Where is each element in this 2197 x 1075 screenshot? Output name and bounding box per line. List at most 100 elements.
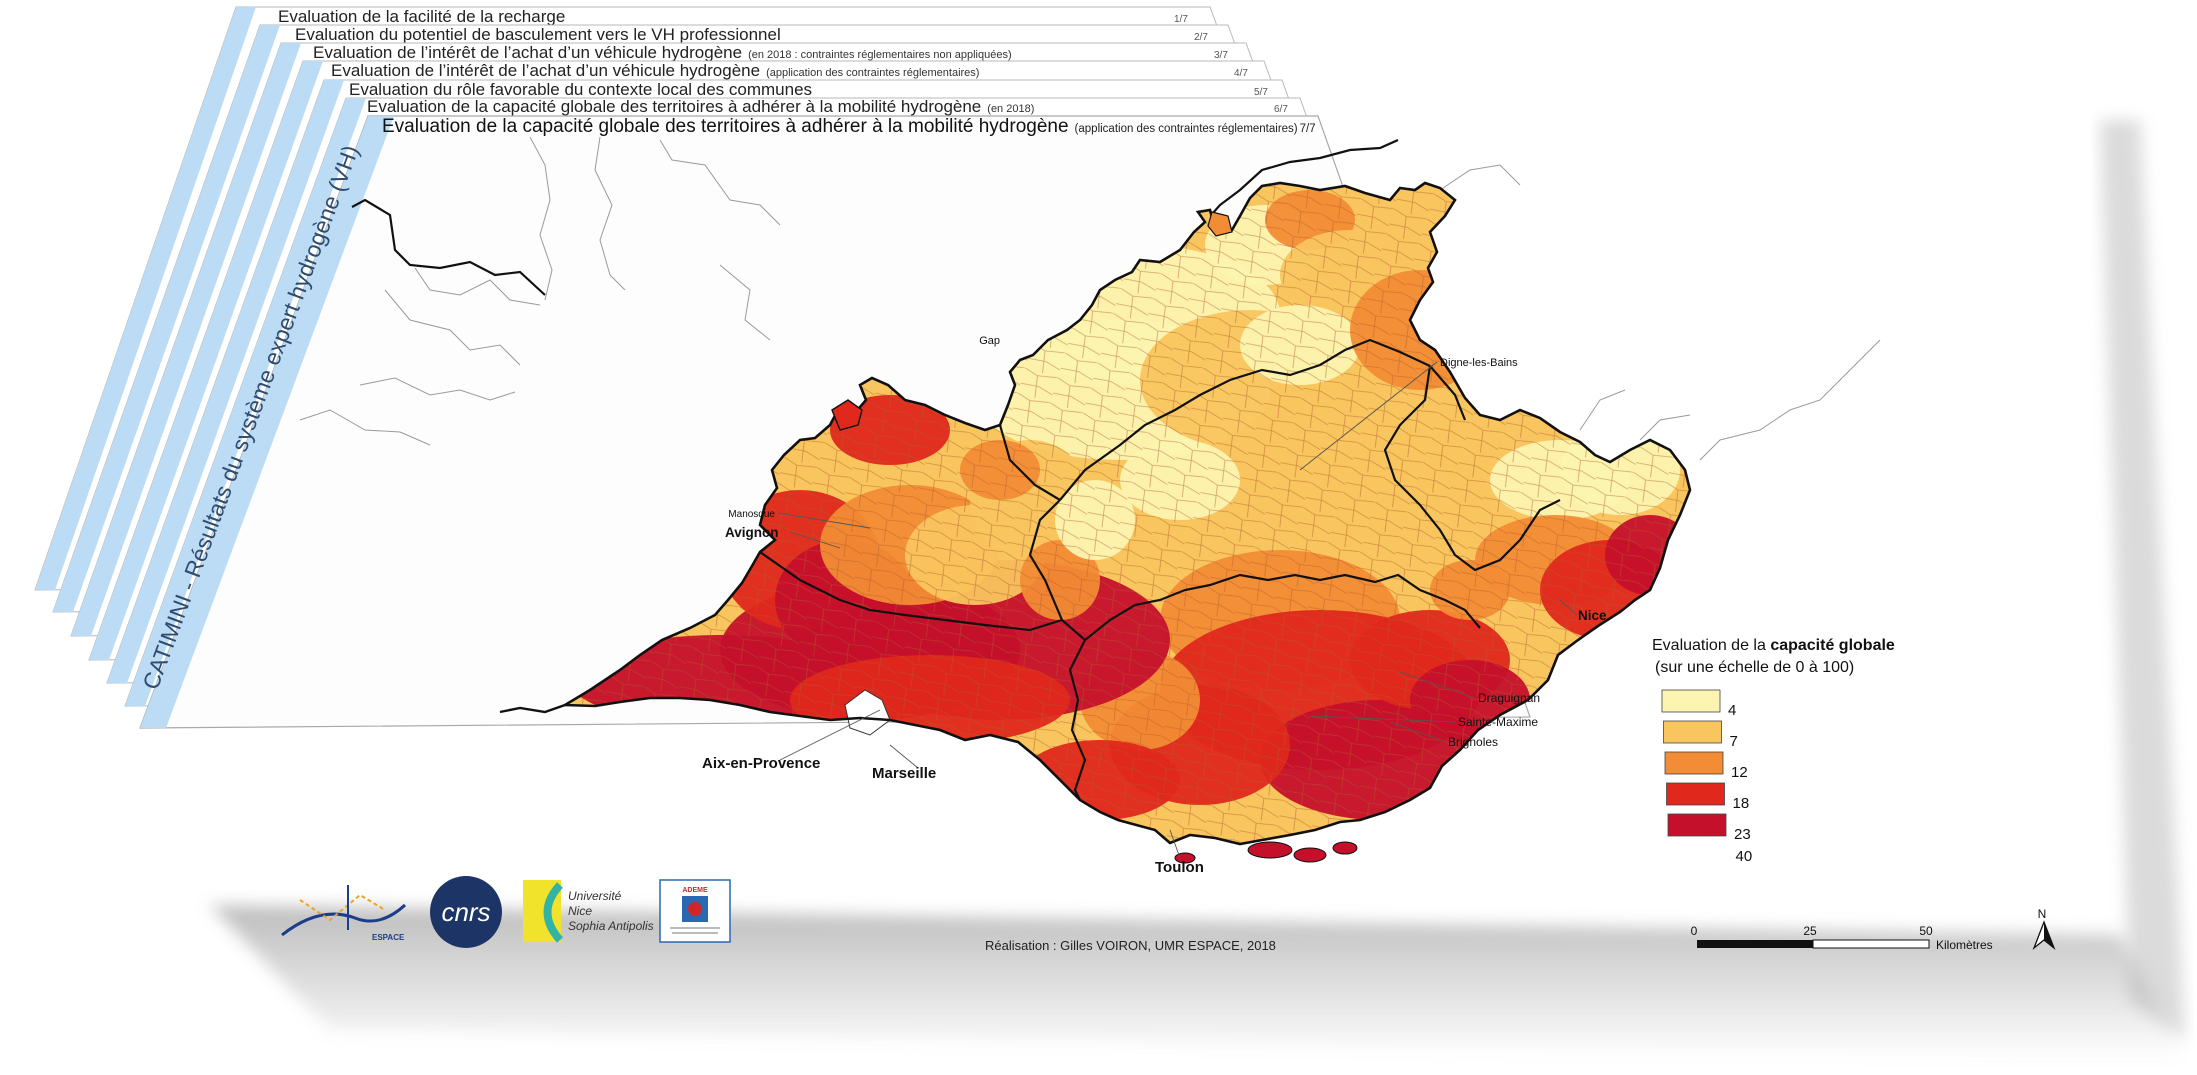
city-leader-line	[779, 709, 881, 761]
sheet-title: Evaluation du potentiel de basculement v…	[295, 25, 781, 44]
city-leader-line	[1299, 361, 1438, 471]
neighbour-boundary	[384, 289, 521, 366]
front-page-number: 7/7	[1300, 123, 1316, 135]
sheet-sidebar-strip	[125, 98, 366, 706]
department-boundary	[1383, 365, 1521, 572]
sheet-subtitle: (en 2018 : contraintes réglementaires no…	[748, 49, 1012, 61]
sheet-sidebar-strip	[89, 61, 323, 660]
legend-swatch	[1666, 782, 1725, 806]
ademe-logo: ADEME	[659, 879, 731, 943]
legend-swatch	[1667, 813, 1727, 837]
department-boundary	[1068, 639, 1087, 801]
cnrs-logo-text: cnrs	[441, 897, 490, 927]
front-subtitle: (application des contraintes réglementai…	[1075, 123, 1298, 135]
neighbour-boundary	[359, 377, 516, 401]
city-leader-line	[889, 744, 919, 769]
map-legend: Evaluation de la capacité globale (sur un…	[1652, 637, 1895, 865]
city-label-avignon: Avignon	[725, 525, 779, 540]
city-label-digne: Digne-les-Bains	[1440, 357, 1518, 369]
neighbour-boundary	[659, 139, 781, 226]
coastline-camargue	[499, 703, 566, 714]
department-boundary	[1059, 338, 1431, 501]
legend-swatch	[1664, 751, 1724, 775]
island	[1332, 841, 1358, 855]
unice-logo-line: Sophia Antipolis	[568, 919, 654, 933]
scale-tick-label: 0	[1691, 924, 1698, 938]
neighbour-boundary	[1439, 164, 1521, 191]
scale-tick-label: 50	[1919, 924, 1933, 938]
stack-shadow	[210, 120, 2185, 1060]
national-border-north	[1204, 138, 1399, 223]
city-leader-line	[1559, 599, 1578, 616]
unice-logo-line: Université	[568, 889, 622, 903]
city-label-aix: Aix-en-Provence	[702, 755, 820, 772]
department-boundary	[998, 424, 1061, 501]
city-label-manosque: Manosque	[728, 509, 775, 520]
city-label-nice: Nice	[1578, 608, 1607, 623]
department-boundary	[1028, 499, 1064, 621]
legend-swatch	[1663, 720, 1722, 744]
front-sheet: CATIMINI - Résultats du système expert h…	[137, 115, 2056, 953]
sheet-subtitle: (application des contraintes réglementai…	[766, 67, 979, 79]
city-leader-line	[1389, 721, 1447, 743]
sheet-subtitle: (en 2018)	[987, 103, 1034, 115]
city-label-brignoles: Brignoles	[1448, 735, 1498, 749]
legend-title-prefix: Evaluation de la	[1652, 637, 1770, 654]
sheet-page-number: 2/7	[1194, 32, 1208, 43]
sheet-sidebar-strip	[35, 7, 256, 590]
sheet-page-number: 6/7	[1274, 104, 1288, 115]
legend-subtitle: (sur une échelle de 0 à 100)	[1655, 659, 1854, 676]
sheet-sidebar-strip	[107, 80, 344, 683]
city-leader-line	[789, 531, 841, 549]
city-label-sainte-maxime: Sainte-Maxime	[1458, 715, 1538, 729]
cnrs-logo: cnrs	[430, 876, 502, 948]
neighbour-boundary	[299, 409, 431, 446]
sheet-page-number: 1/7	[1174, 14, 1188, 25]
enclave-valreas	[831, 399, 863, 431]
neighbour-boundary	[719, 264, 771, 341]
sheet-sidebar-strip	[71, 43, 301, 636]
city-label-gap: Gap	[979, 335, 1000, 347]
region-outline	[560, 181, 1692, 846]
legend-swatch	[1661, 689, 1721, 713]
north-arrow-fill	[2044, 922, 2054, 948]
city-leader-line	[1169, 829, 1181, 859]
island	[1174, 852, 1196, 864]
city-labels: Gap Digne-les-Bains Manosque Avignon Nice Dra…	[702, 335, 1607, 876]
scale-unit: Kilomètres	[1936, 938, 1993, 952]
legend-class-value: 18	[1733, 795, 1750, 812]
city-label-draguignan: Draguignan	[1478, 691, 1540, 705]
neighbour-boundary	[1639, 414, 1691, 441]
city-leader-line	[1309, 715, 1456, 723]
credit-line: Réalisation : Gilles VOIRON, UMR ESPACE,…	[985, 938, 1276, 953]
neighbour-boundary	[1579, 389, 1626, 431]
sheet-page-number: 4/7	[1234, 68, 1248, 79]
neighbour-boundary	[529, 136, 553, 301]
city-leader-line	[1399, 671, 1476, 699]
national-border-west	[351, 198, 546, 296]
sheet-sidebar-strip	[53, 25, 280, 612]
scale-bar-segment	[1812, 939, 1930, 949]
ademe-logo-text: ADEME	[682, 887, 708, 894]
sheet-page-number: 3/7	[1214, 50, 1228, 61]
legend-class-value: 23	[1734, 826, 1751, 843]
legend-class-value: 40	[1736, 848, 1753, 865]
unice-logo-line: Nice	[568, 904, 592, 918]
legend-class-value: 4	[1728, 702, 1736, 719]
cnrs-logo-disc	[430, 876, 502, 948]
neighbour-boundary	[1699, 339, 1881, 461]
scale-bar-segment	[1697, 940, 1813, 948]
unice-logo-arc	[543, 882, 564, 943]
neighbour-boundary	[594, 136, 626, 291]
sheet-title: Evaluation de la capacité globale des te…	[367, 97, 1034, 116]
north-label: N	[2038, 907, 2047, 921]
front-sidebar-strip	[140, 116, 394, 728]
north-arrow: N	[2032, 907, 2056, 951]
scale-tick-label: 25	[1803, 924, 1817, 938]
sheet-page-number: 5/7	[1254, 87, 1268, 98]
espace-logo: ESPACE	[281, 885, 407, 942]
city-label-toulon: Toulon	[1155, 859, 1204, 876]
